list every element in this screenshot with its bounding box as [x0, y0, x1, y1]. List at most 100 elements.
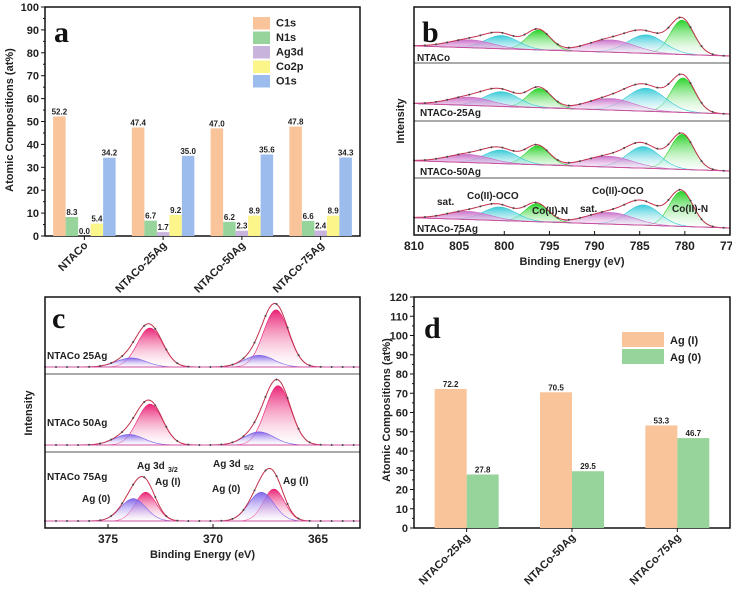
- bar-n1s: [223, 221, 236, 236]
- data-point: [578, 160, 581, 163]
- data-label: 8.9: [328, 207, 340, 216]
- fit-component: [45, 385, 360, 446]
- data-point: [656, 86, 659, 89]
- y-tick-label: 50: [396, 427, 408, 439]
- bar-co2p: [90, 223, 104, 236]
- data-label: 2.3: [236, 222, 248, 231]
- data-point: [634, 142, 637, 145]
- data-label: 34.2: [102, 149, 118, 158]
- data-point: [165, 348, 168, 351]
- data-point: [656, 32, 659, 35]
- data-point: [88, 519, 91, 522]
- data-point: [297, 427, 300, 430]
- data-point: [132, 417, 135, 420]
- data-label: 34.3: [338, 148, 354, 157]
- data-point: [457, 210, 460, 213]
- data-point: [468, 208, 471, 211]
- sample-label: NTACo 25Ag: [47, 351, 107, 362]
- data-point: [722, 112, 725, 115]
- data-point: [231, 363, 234, 366]
- data-point: [308, 441, 311, 444]
- data-point: [341, 520, 344, 522]
- data-point: [341, 443, 344, 446]
- y-tick-label: 10: [27, 208, 39, 220]
- data-label: 70.5: [548, 383, 564, 392]
- data-label: 35.6: [259, 145, 275, 154]
- data-point: [176, 519, 179, 522]
- data-point: [589, 157, 592, 160]
- data-point: [154, 327, 157, 330]
- sample-label: NTACo: [417, 53, 450, 64]
- data-point: [99, 364, 102, 367]
- y-tick-label: 110: [390, 311, 408, 323]
- x-tick-label: 365: [308, 532, 328, 546]
- data-point: [468, 93, 471, 96]
- data-point: [545, 90, 548, 93]
- data-point: [121, 502, 124, 505]
- data-point: [545, 149, 548, 152]
- data-point: [55, 365, 58, 368]
- data-point: [578, 44, 581, 47]
- data-point: [711, 168, 714, 171]
- bar-n1s: [144, 220, 157, 236]
- bar-ag3d: [314, 230, 327, 236]
- plot-frame: [44, 296, 361, 529]
- data-point: [645, 200, 648, 203]
- data-point: [689, 81, 692, 84]
- data-point: [722, 226, 725, 229]
- data-point: [678, 73, 681, 76]
- x-tick-label: NTACo-75Ag: [628, 532, 684, 588]
- data-point: [656, 204, 659, 207]
- x-tick-label: NTACo-25Ag: [113, 240, 169, 296]
- data-point: [700, 218, 703, 221]
- peak-annotation-subscript: 3/2: [168, 467, 178, 474]
- spectrum-ntaco-50ag: [413, 132, 731, 172]
- data-point: [512, 91, 515, 94]
- data-point: [689, 26, 692, 29]
- data-point: [556, 159, 559, 162]
- x-tick-label: 795: [539, 239, 559, 253]
- data-point: [264, 314, 267, 317]
- x-tick-label: 800: [494, 239, 514, 253]
- data-point: [446, 212, 449, 215]
- y-axis-label: Atomic Compositions (at%): [381, 338, 393, 482]
- data-point: [567, 46, 570, 49]
- data-point: [341, 365, 344, 368]
- data-point: [667, 26, 670, 29]
- bar-ag0: [466, 474, 499, 528]
- data-point: [634, 83, 637, 86]
- data-point: [154, 404, 157, 407]
- data-label: 47.8: [288, 118, 304, 127]
- data-label: 53.3: [654, 416, 670, 425]
- background-line: [413, 160, 731, 172]
- data-label: 46.7: [686, 429, 702, 438]
- y-tick-label: 80: [396, 369, 408, 381]
- legend-label: N1s: [276, 32, 296, 44]
- data-point: [165, 425, 168, 428]
- data-point: [110, 515, 113, 518]
- data-point: [132, 340, 135, 343]
- y-tick-label: 50: [27, 117, 39, 129]
- data-point: [143, 476, 146, 479]
- data-point: [634, 199, 637, 202]
- data-point: [286, 397, 289, 400]
- data-point: [556, 100, 559, 103]
- data-point: [700, 160, 703, 163]
- x-tick-label: 805: [449, 239, 469, 253]
- data-point: [523, 91, 526, 94]
- data-point: [352, 366, 355, 368]
- data-point: [286, 502, 289, 505]
- data-point: [209, 365, 212, 368]
- data-label: 6.7: [145, 212, 157, 221]
- data-point: [468, 36, 471, 39]
- data-point: [512, 34, 515, 37]
- data-point: [198, 365, 201, 368]
- data-point: [352, 444, 355, 446]
- data-point: [231, 441, 234, 444]
- data-point: [490, 87, 493, 90]
- y-axis-label: Intensity: [395, 98, 407, 144]
- y-tick-label: 70: [27, 71, 39, 83]
- legend-swatch: [253, 31, 270, 44]
- data-point: [198, 519, 201, 522]
